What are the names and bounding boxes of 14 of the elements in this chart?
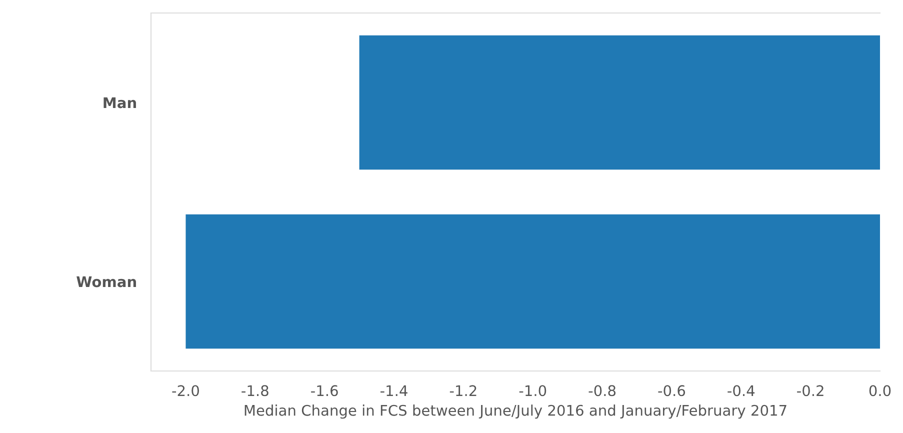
x-tick-label: -1.8: [242, 385, 268, 396]
x-tick-label: -1.6: [311, 385, 338, 396]
x-tick-label: -1.0: [519, 385, 546, 396]
x-axis-title: Median Change in FCS between June/July 2016 and January/February 2017: [244, 404, 786, 419]
y-tick-label: Man: [104, 97, 136, 108]
x-tick-label: -0.8: [588, 385, 616, 396]
x-tick-label: -1.4: [380, 385, 408, 396]
x-tick-label: -0.6: [658, 385, 686, 396]
x-tick-label: -1.2: [450, 385, 476, 396]
y-tick-label: Woman: [76, 276, 136, 288]
x-tick-label: -2.0: [172, 385, 199, 396]
x-tick-label: 0.0: [869, 385, 891, 396]
x-tick-label: -0.4: [728, 385, 755, 396]
x-tick-label: -0.2: [797, 385, 824, 396]
